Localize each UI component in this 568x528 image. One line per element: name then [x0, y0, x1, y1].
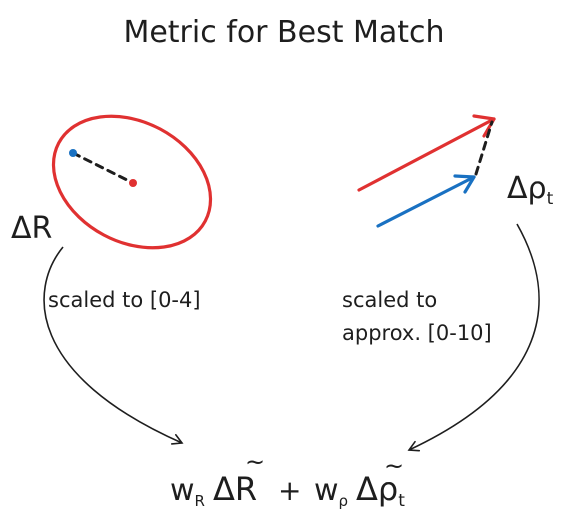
rotation-illustration: [31, 90, 234, 274]
red-point: [129, 179, 137, 187]
diagram-title: Metric for Best Match: [123, 15, 444, 50]
left-scale-label: scaled to [0-4]: [48, 288, 201, 312]
blue-vector: [378, 177, 474, 226]
delta-rho-label: Δρt: [507, 171, 554, 209]
left-curved-arrow: [44, 247, 182, 443]
delta-r-label: ΔR: [11, 211, 52, 246]
vector-difference-dashed-line: [476, 122, 492, 174]
blue-point: [69, 149, 77, 157]
formula-weight-p: wρ: [314, 473, 348, 510]
metric-formula: wR ΔR ~ + wρ Δρt ~: [170, 448, 405, 511]
formula-tilde-p: ~: [384, 452, 404, 480]
distance-dashed-line: [73, 153, 133, 183]
momentum-illustration: [359, 116, 494, 226]
formula-plus: +: [278, 474, 301, 507]
formula-weight-r: wR: [170, 473, 205, 510]
formula-tilde-r: ~: [245, 448, 265, 476]
right-scale-label-line2: approx. [0-10]: [342, 321, 492, 345]
right-scale-label-line1: scaled to: [342, 288, 437, 312]
